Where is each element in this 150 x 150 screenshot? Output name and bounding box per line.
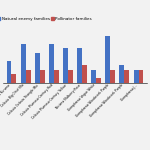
Bar [63,48,68,82]
Bar [40,70,45,82]
Bar [91,70,96,82]
Bar [110,70,115,82]
Bar [139,70,143,82]
Bar [7,61,11,82]
Legend: Natural enemy families, Pollinator families: Natural enemy families, Pollinator famil… [0,17,92,21]
Bar [77,48,82,82]
Bar [82,65,87,83]
Bar [119,65,124,83]
Bar [49,44,54,82]
Bar [68,70,73,82]
Bar [134,70,139,82]
Bar [26,70,31,82]
Bar [21,44,26,82]
Bar [11,74,16,83]
Bar [96,78,101,82]
Bar [54,70,59,82]
Bar [105,36,110,82]
Bar [35,53,40,82]
Bar [124,70,129,82]
